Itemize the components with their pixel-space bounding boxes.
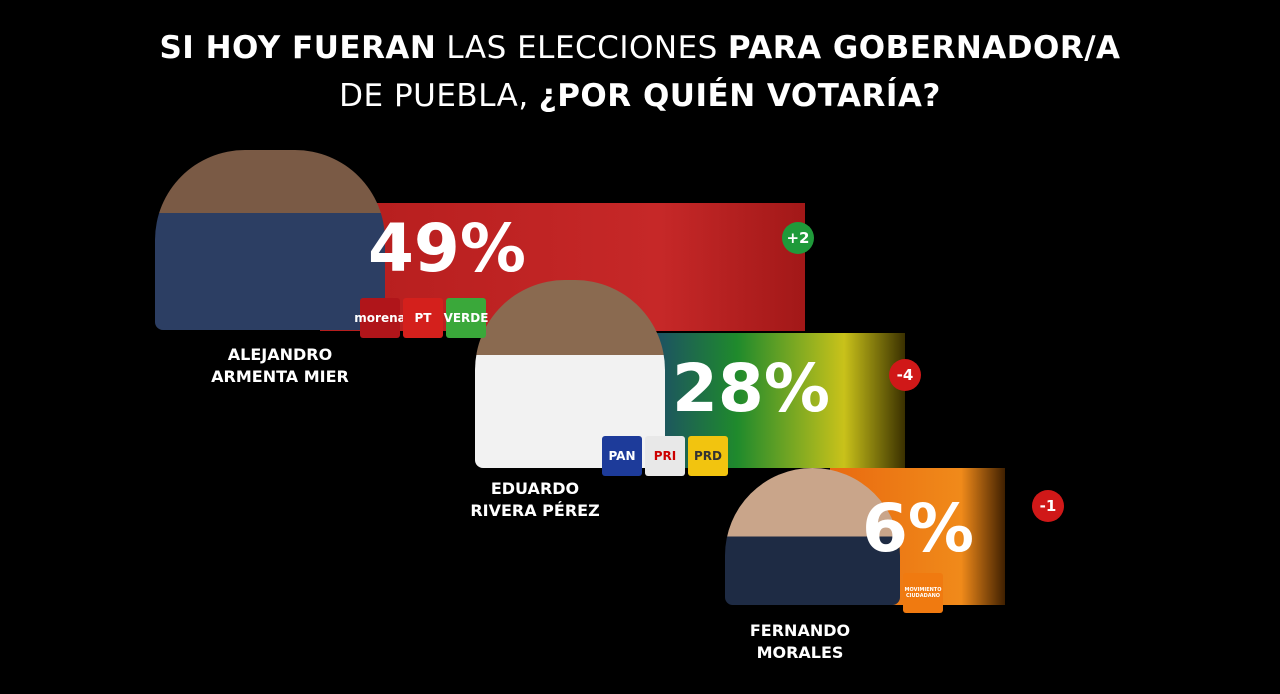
name-line: FERNANDO: [749, 621, 851, 640]
candidate-name: FERNANDO MORALES: [690, 620, 910, 664]
party-logo: morena: [354, 298, 406, 338]
title-line: SI HOY FUERAN LAS ELECCIONES PARA GOBERNAD…: [0, 30, 1280, 66]
vote-share: 6%: [862, 490, 975, 567]
title-segment: PARA GOBERNADOR/A: [727, 30, 1121, 66]
name-line: RIVERA PÉREZ: [470, 501, 600, 520]
title-segment: SI HOY FUERAN: [159, 30, 437, 66]
vote-share: 49%: [368, 210, 526, 287]
party-logo: PRI: [645, 436, 685, 476]
party-logo: VERDE: [444, 298, 488, 338]
party-logo: PT: [403, 298, 443, 338]
candidate-photo: [155, 150, 385, 330]
party-logo: PRD: [688, 436, 728, 476]
candidate-name: EDUARDO RIVERA PÉREZ: [425, 478, 645, 522]
name-line: ARMENTA MIER: [211, 367, 349, 386]
change-badge: -1: [1032, 490, 1064, 522]
vote-share: 28%: [672, 350, 830, 427]
title-line: DE PUEBLA, ¿POR QUIÉN VOTARÍA?: [0, 78, 1280, 114]
candidate-name: ALEJANDRO ARMENTA MIER: [170, 344, 390, 388]
change-badge: +2: [782, 222, 814, 254]
title-segment: LAS ELECCIONES: [446, 30, 718, 66]
title-segment: DE PUEBLA,: [339, 78, 529, 114]
party-logos: morena PT VERDE: [354, 298, 489, 338]
party-logos: PAN PRI PRD: [602, 436, 731, 476]
party-logos: MOVIMIENTO CIUDADANO: [903, 573, 946, 613]
name-line: ALEJANDRO: [227, 345, 333, 364]
title-segment: ¿POR QUIÉN VOTARÍA?: [538, 78, 941, 114]
party-logo: PAN: [602, 436, 642, 476]
name-line: MORALES: [756, 643, 844, 662]
candidate-photo: [725, 468, 900, 605]
name-line: EDUARDO: [490, 479, 580, 498]
change-badge: -4: [889, 359, 921, 391]
party-logo: MOVIMIENTO CIUDADANO: [903, 573, 943, 613]
